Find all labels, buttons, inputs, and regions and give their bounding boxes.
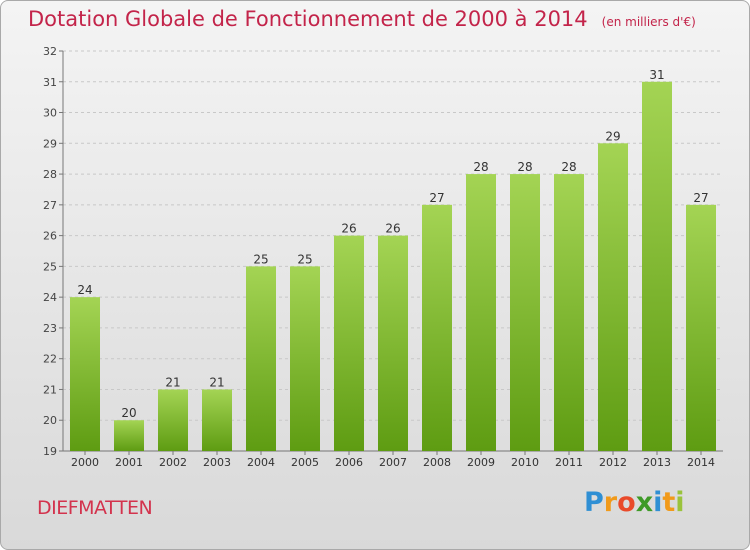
commune-name: DIEFMATTEN (37, 497, 153, 519)
logo-letter: o (617, 487, 636, 518)
bar-value-label: 26 (341, 222, 356, 236)
title-row: Dotation Globale de Fonctionnement de 20… (28, 7, 696, 31)
bar-value-label: 20 (121, 406, 136, 420)
bar-value-label: 31 (649, 68, 664, 82)
x-tick-label: 2000 (71, 456, 99, 469)
bar (554, 174, 584, 452)
bar (70, 297, 100, 451)
logo-letter: x (635, 487, 654, 518)
x-tick-labels: 2000 2001 2002 2003 2004 2005 2006 2007 2008 2009… (71, 456, 715, 469)
y-tick-label: 24 (43, 291, 57, 304)
bar-value-label: 27 (429, 191, 444, 205)
bar (510, 174, 540, 452)
bar (598, 143, 628, 452)
x-tick-label: 2010 (511, 456, 539, 469)
bar-value-label: 28 (561, 160, 576, 174)
y-tick-label: 29 (43, 137, 57, 150)
x-tick-label: 2013 (643, 456, 671, 469)
logo-letter: P (584, 487, 604, 518)
bar (466, 174, 496, 452)
bar (686, 204, 716, 451)
x-tick-label: 2003 (203, 456, 231, 469)
y-tick-label: 26 (43, 230, 57, 243)
y-tick-label: 20 (43, 414, 57, 427)
bar-value-label: 25 (297, 252, 312, 266)
x-tick-label: 2009 (467, 456, 495, 469)
bar (642, 81, 672, 452)
y-tick-label: 32 (43, 45, 57, 58)
bar-value-label: 29 (605, 129, 620, 143)
y-tick-label: 27 (43, 199, 57, 212)
y-tick-label: 30 (43, 107, 57, 120)
x-tick-label: 2001 (115, 456, 143, 469)
y-tick-labels: 19 20 21 22 23 24 25 26 27 28 29 30 31 32 (43, 45, 57, 458)
bar (334, 235, 364, 451)
logo-letter: i (653, 487, 663, 518)
y-tick-label: 19 (43, 445, 57, 458)
y-tick-label: 22 (43, 353, 57, 366)
x-tick-label: 2012 (599, 456, 627, 469)
proxiti-logo: Proxiti (584, 487, 685, 518)
bar (246, 266, 276, 451)
y-tick-label: 28 (43, 168, 57, 181)
x-tick-label: 2008 (423, 456, 451, 469)
bars (70, 81, 716, 452)
bar-value-label: 25 (253, 252, 268, 266)
y-tick-label: 31 (43, 76, 57, 89)
bar-value-label: 26 (385, 222, 400, 236)
bar-value-label: 28 (473, 160, 488, 174)
chart-title: Dotation Globale de Fonctionnement de 20… (28, 7, 588, 31)
bar-value-label: 21 (165, 375, 180, 389)
x-tick-label: 2005 (291, 456, 319, 469)
bar (114, 420, 144, 451)
logo-letter: t (662, 487, 676, 518)
bar-value-label: 27 (693, 191, 708, 205)
bar (422, 204, 452, 451)
x-tick-label: 2004 (247, 456, 275, 469)
bar-value-label: 28 (517, 160, 532, 174)
bar (202, 389, 232, 451)
bar (158, 389, 188, 451)
y-tick-label: 21 (43, 383, 57, 396)
x-tick-label: 2006 (335, 456, 363, 469)
bar (290, 266, 320, 451)
y-tick-label: 23 (43, 322, 57, 335)
bar (378, 235, 408, 451)
x-tick-label: 2002 (159, 456, 187, 469)
logo-letter: i (675, 487, 685, 518)
y-tick-label: 25 (43, 260, 57, 273)
x-tick-label: 2014 (687, 456, 715, 469)
bar-value-label: 21 (209, 375, 224, 389)
x-tick-label: 2011 (555, 456, 583, 469)
chart-subtitle: (en milliers d'€) (601, 15, 696, 29)
logo-letter: r (603, 487, 618, 518)
bar-value-label: 24 (77, 283, 92, 297)
x-tick-label: 2007 (379, 456, 407, 469)
data-labels: 24 20 21 21 25 25 26 26 27 28 28 28 29 31 27 (77, 68, 708, 420)
